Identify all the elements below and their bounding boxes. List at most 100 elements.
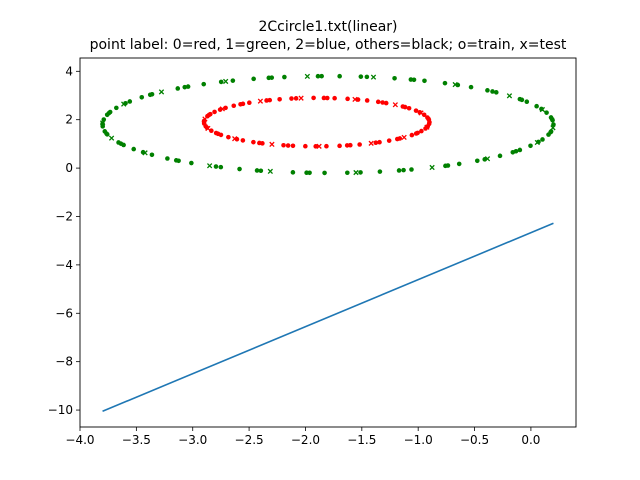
train-point <box>396 168 402 173</box>
train-point <box>293 96 299 101</box>
train-point <box>313 144 319 149</box>
train-point <box>364 98 370 103</box>
test-point <box>298 95 304 101</box>
y-tick-label: −2 <box>55 209 73 223</box>
train-point <box>260 141 265 146</box>
x-tick-label: −3.0 <box>178 433 207 447</box>
train-point <box>114 105 119 111</box>
test-point <box>142 150 148 156</box>
test-point <box>257 98 264 104</box>
train-point <box>442 80 448 86</box>
train-point <box>375 99 381 105</box>
x-tick-label: −1.0 <box>404 433 433 447</box>
train-point <box>358 170 363 175</box>
y-tick-label: −4 <box>55 258 73 272</box>
train-point <box>539 106 544 112</box>
y-tick-label: −6 <box>55 306 73 320</box>
train-point <box>517 147 523 153</box>
train-point <box>409 167 414 172</box>
train-point <box>234 136 240 142</box>
test-point <box>429 164 435 171</box>
axes-frame <box>79 57 577 428</box>
points-layer <box>100 73 556 176</box>
train-point <box>104 132 110 137</box>
train-point <box>400 104 406 109</box>
train-point <box>254 168 260 173</box>
train-point <box>548 129 554 134</box>
train-point <box>493 90 499 95</box>
train-point <box>401 167 406 173</box>
y-tick-label: −10 <box>48 403 73 417</box>
train-point <box>303 143 308 149</box>
x-axis: −4.0 −3.5 −3.0 −2.5 −2.0 −1.5 −1.0 −0.5 0.0 <box>65 427 540 447</box>
y-tick-label: −8 <box>55 355 73 369</box>
train-point <box>182 84 188 90</box>
train-point <box>485 88 490 93</box>
test-point <box>269 141 275 147</box>
train-point <box>176 158 181 164</box>
chart-subtitle: point label: 0=red, 1=green, 2=blue, oth… <box>90 37 567 53</box>
y-axis: 4 2 0 −2 −4 −6 −8 −10 <box>48 64 80 417</box>
train-point <box>345 170 350 176</box>
train-point <box>358 74 364 79</box>
train-point <box>364 74 370 80</box>
train-point <box>415 130 420 136</box>
train-point <box>290 143 296 149</box>
train-point <box>226 134 231 140</box>
train-point <box>319 73 324 79</box>
train-point <box>445 163 451 168</box>
train-point <box>127 99 133 104</box>
x-tick-label: −0.5 <box>460 433 489 447</box>
train-point <box>285 143 291 148</box>
y-tick-label: 2 <box>65 113 73 127</box>
train-point <box>548 115 554 120</box>
plot-area <box>100 73 556 413</box>
train-point <box>218 164 224 170</box>
train-point <box>175 86 181 91</box>
train-point <box>386 138 392 143</box>
train-point <box>189 160 194 166</box>
train-point <box>357 142 362 147</box>
test-point <box>223 78 229 85</box>
decision-line <box>102 222 554 413</box>
train-point <box>212 109 217 115</box>
train-point <box>230 78 236 83</box>
train-point <box>417 110 423 115</box>
train-point <box>392 76 397 81</box>
x-tick-label: −1.5 <box>347 433 376 447</box>
test-point <box>368 140 374 146</box>
train-point <box>413 108 419 113</box>
train-point <box>131 146 137 152</box>
test-point <box>484 156 491 162</box>
test-point <box>392 102 398 108</box>
train-point <box>201 81 207 87</box>
train-point <box>165 156 170 161</box>
x-tick-label: −3.5 <box>122 433 151 447</box>
test-point <box>206 163 213 169</box>
train-point <box>289 96 294 101</box>
train-point <box>524 99 530 105</box>
train-point <box>282 74 287 80</box>
train-point <box>147 92 153 98</box>
train-point <box>332 95 337 101</box>
test-point <box>121 101 127 107</box>
train-point <box>251 139 256 145</box>
test-point <box>401 134 407 141</box>
train-point <box>277 96 282 102</box>
train-point <box>307 170 312 176</box>
test-point <box>353 169 359 176</box>
train-point <box>149 152 155 158</box>
train-point <box>406 105 412 111</box>
train-point <box>540 137 545 142</box>
train-point <box>419 128 424 134</box>
train-point <box>209 128 214 134</box>
test-point <box>158 89 165 95</box>
train-point <box>237 166 242 172</box>
train-point <box>240 138 246 143</box>
train-point <box>536 139 541 145</box>
train-point <box>247 100 252 106</box>
train-point <box>104 112 110 118</box>
train-point <box>380 100 385 105</box>
